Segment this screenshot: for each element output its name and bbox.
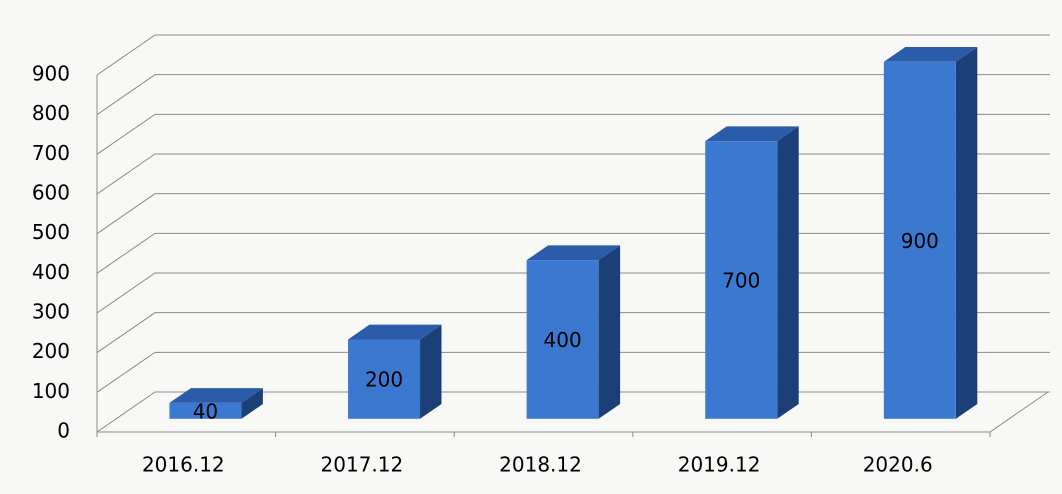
- bar: [526, 260, 599, 419]
- bar-side: [777, 126, 799, 419]
- bar-side: [420, 324, 442, 419]
- y-tick-label: 800: [32, 101, 70, 125]
- grid-line: [96, 34, 1050, 76]
- y-tick-label: 400: [32, 260, 70, 284]
- y-tick-label: 0: [57, 419, 70, 443]
- grid-line: [96, 113, 1050, 155]
- y-tick-label: 500: [32, 220, 70, 244]
- y-tick-label: 200: [32, 339, 70, 363]
- bar: [705, 141, 778, 419]
- x-tick-label: 2016.12: [142, 453, 225, 477]
- bar-side: [955, 47, 978, 419]
- bar-top: [705, 126, 799, 142]
- bar: [883, 61, 956, 419]
- y-tick-label: 600: [32, 181, 70, 205]
- y-tick-label: 300: [32, 300, 70, 324]
- x-tick-label: 2018.12: [499, 453, 582, 477]
- x-tick-label: 2017.12: [321, 453, 404, 477]
- data-label: 400: [544, 328, 582, 352]
- bar-top: [169, 388, 263, 403]
- bar: [169, 402, 242, 419]
- data-label: 700: [722, 268, 760, 292]
- bar-top: [526, 245, 621, 261]
- bar-side: [241, 388, 263, 419]
- y-tick-label: 700: [32, 141, 70, 165]
- bar-top: [883, 47, 978, 62]
- y-tick-label: 900: [32, 62, 70, 86]
- bar: [348, 339, 421, 419]
- bar-side: [598, 245, 621, 419]
- data-label: 200: [365, 368, 403, 392]
- grid-line: [96, 74, 1050, 116]
- data-label: 40: [193, 399, 218, 423]
- x-tick-label: 2019.12: [678, 453, 761, 477]
- bar-top: [348, 324, 442, 340]
- data-label: 900: [901, 229, 939, 253]
- y-tick-label: 100: [32, 379, 70, 403]
- x-tick-label: 2020.6: [863, 453, 933, 477]
